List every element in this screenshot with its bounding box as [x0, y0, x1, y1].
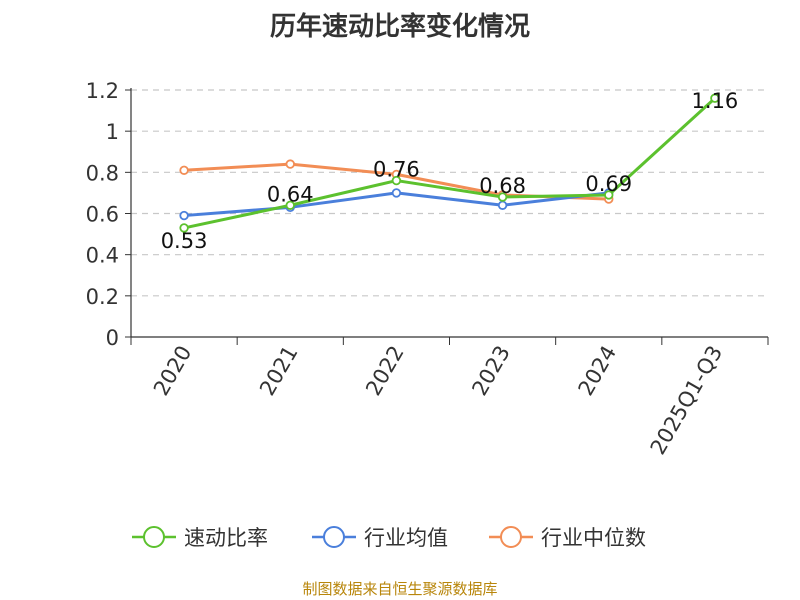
source-note: 制图数据来自恒生聚源数据库	[302, 580, 498, 598]
y-tick-label: 0.4	[86, 244, 119, 268]
legend-marker	[143, 526, 165, 548]
data-point	[179, 165, 189, 175]
x-tick-label: 2022	[361, 342, 409, 400]
y-tick-label: 0.2	[86, 285, 119, 309]
data-point	[285, 200, 295, 210]
legend: 速动比率 行业均值 行业中位数	[132, 526, 646, 550]
data-labels: 0.53 0.64 0.76 0.68 0.69 1.16	[161, 89, 739, 253]
legend-label: 行业均值	[364, 526, 448, 550]
data-label: 0.64	[267, 182, 314, 206]
gridlines	[131, 89, 768, 297]
legend-label: 行业中位数	[541, 526, 646, 550]
data-point	[497, 192, 508, 202]
x-tick-label: 2025Q1-Q3	[646, 342, 728, 459]
x-tick-label: 2021	[255, 342, 303, 400]
axes: 0 0.2 0.4 0.6 0.8 1 1.2 2020 2021 2022 2023 2024 202…	[86, 79, 769, 459]
data-point	[285, 159, 295, 169]
chart-title: 历年速动比率变化情况	[269, 12, 530, 42]
y-tick-label: 0.6	[86, 203, 119, 227]
y-tick-label: 1	[106, 120, 119, 144]
data-label: 1.16	[692, 89, 739, 113]
y-tick-label: 0.8	[86, 161, 119, 185]
data-point	[391, 175, 402, 186]
data-point	[391, 188, 402, 198]
data-point	[179, 210, 189, 221]
data-label: 0.69	[585, 172, 632, 196]
x-tick-label: 2020	[149, 342, 197, 400]
data-label: 0.53	[161, 229, 208, 253]
legend-marker	[323, 526, 345, 548]
y-tick-label: 0	[106, 326, 119, 350]
data-label: 0.68	[479, 174, 526, 198]
data-point	[497, 200, 508, 210]
data-point	[710, 93, 720, 103]
series-lines	[179, 93, 720, 233]
legend-label: 速动比率	[184, 526, 268, 550]
x-tick-label: 2024	[574, 342, 622, 400]
data-point	[604, 190, 614, 200]
legend-marker	[500, 526, 522, 548]
series-line	[183, 97, 716, 230]
y-tick-label: 1.2	[86, 79, 119, 103]
x-tick-label: 2023	[467, 342, 515, 400]
data-point	[179, 223, 189, 233]
data-label: 0.76	[373, 158, 420, 182]
